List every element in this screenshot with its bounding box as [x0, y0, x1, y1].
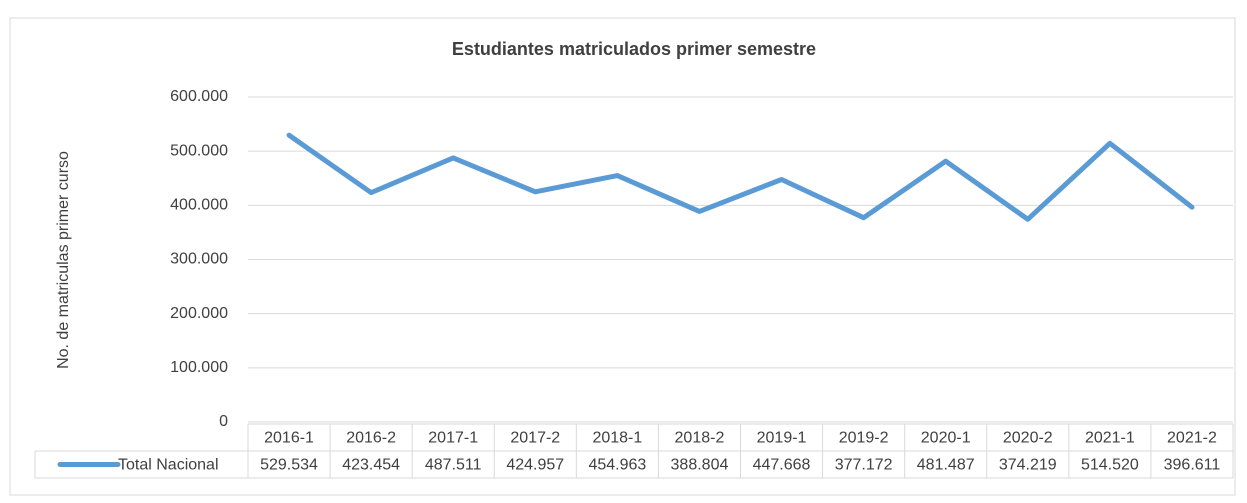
y-tick-label: 100.000 [170, 359, 228, 376]
y-tick-label: 400.000 [170, 197, 228, 214]
x-tick-label: 2021-2 [1167, 430, 1217, 447]
data-label: 396.611 [1164, 457, 1221, 474]
data-label: 447.668 [753, 457, 811, 474]
y-tick-label: 0 [219, 413, 228, 430]
data-label: 377.172 [835, 457, 893, 474]
data-label: 481.487 [917, 457, 975, 474]
y-tick-label: 500.000 [170, 142, 228, 159]
x-tick-label: 2016-1 [264, 430, 314, 447]
y-axis-label: No. de matriculas primer curso [55, 151, 72, 369]
x-tick-label: 2017-2 [510, 430, 560, 447]
x-tick-label: 2017-1 [428, 430, 478, 447]
x-tick-label: 2018-1 [592, 430, 642, 447]
x-tick-label: 2021-1 [1085, 430, 1135, 447]
data-label: 424.957 [506, 457, 564, 474]
chart-title: Estudiantes matriculados primer semestre [452, 39, 816, 59]
data-label: 454.963 [588, 457, 646, 474]
legend-label: Total Nacional [118, 457, 219, 474]
y-tick-label: 300.000 [170, 251, 228, 268]
x-tick-label: 2019-2 [839, 430, 889, 447]
data-label: 529.534 [260, 457, 318, 474]
x-tick-label: 2018-2 [675, 430, 725, 447]
x-tick-label: 2020-2 [1003, 430, 1053, 447]
y-tick-label: 600.000 [170, 88, 228, 105]
data-label: 487.511 [425, 457, 482, 474]
data-label: 388.804 [671, 457, 729, 474]
data-label: 374.219 [999, 457, 1057, 474]
y-tick-label: 200.000 [170, 305, 228, 322]
data-label: 423.454 [342, 457, 400, 474]
x-tick-label: 2019-1 [757, 430, 807, 447]
data-label: 514.520 [1081, 457, 1139, 474]
x-tick-label: 2016-2 [346, 430, 396, 447]
series-line [286, 132, 1195, 222]
x-tick-label: 2020-1 [921, 430, 971, 447]
